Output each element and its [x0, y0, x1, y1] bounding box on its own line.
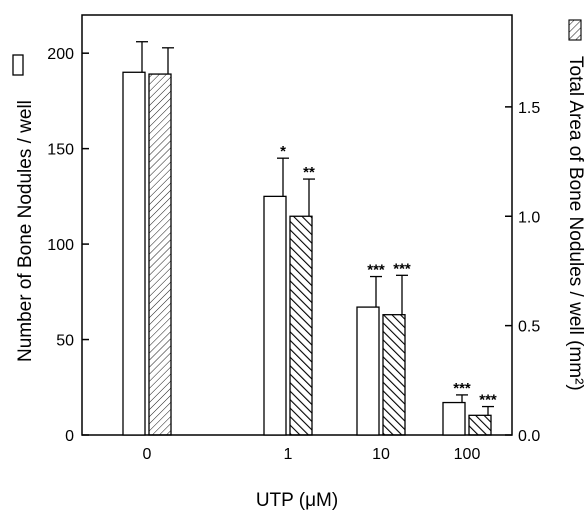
significance-label: *** — [453, 380, 471, 397]
y-axis-label: Number of Bone Nodules / well — [15, 100, 36, 362]
left-tick-label: 150 — [47, 142, 74, 159]
x-tick-label: 0 — [143, 446, 152, 463]
open-bar — [356, 306, 380, 436]
left-tick-label: 50 — [56, 333, 74, 350]
open-bar — [442, 401, 466, 436]
hatched-bar — [468, 414, 492, 436]
x-tick-label: 10 — [372, 446, 390, 463]
open-bar — [263, 195, 287, 436]
significance-label: ** — [303, 164, 315, 181]
hatched-bar-legend-swatch — [568, 19, 582, 41]
right-tick-label: 1.5 — [518, 100, 540, 117]
right-axis-ticks: 0.0 0.5 1.0 1.5 — [505, 100, 540, 445]
x-tick-label: 100 — [454, 446, 481, 463]
right-tick-label: 1.0 — [518, 209, 540, 226]
left-tick-label: 0 — [65, 428, 74, 445]
x-axis-label: UTP (μM) — [256, 490, 338, 511]
left-axis-ticks: 0 50 100 150 200 — [47, 46, 89, 445]
hatched-bar — [382, 314, 406, 436]
right-tick-label: 0.5 — [518, 319, 540, 336]
significance-label: * — [280, 143, 286, 160]
right-axis-legend: Total Area of Bone Nodules / well (mm²) — [565, 19, 586, 391]
left-tick-label: 100 — [47, 237, 74, 254]
significance-label: *** — [367, 262, 385, 279]
open-bar-legend-swatch — [12, 54, 24, 76]
y2-axis-label: Total Area of Bone Nodules / well (mm²) — [565, 56, 586, 391]
right-tick-label: 0.0 — [518, 428, 540, 445]
open-bar — [122, 71, 146, 436]
significance-label: *** — [479, 392, 497, 409]
hatched-bar — [148, 73, 172, 436]
x-axis-ticks: 0 1 10 100 — [143, 446, 481, 463]
significance-label: *** — [393, 260, 411, 277]
bars: ****** ********* — [122, 41, 497, 436]
x-tick-label: 1 — [284, 446, 293, 463]
left-axis-legend: Number of Bone Nodules / well — [12, 54, 36, 362]
hatched-bar — [289, 215, 313, 436]
left-tick-label: 200 — [47, 46, 74, 63]
